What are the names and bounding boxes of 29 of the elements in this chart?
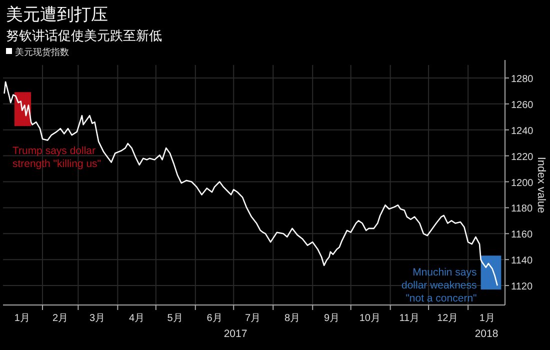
x-tick-label: 12月 bbox=[437, 313, 458, 324]
x-tick-label: 6月 bbox=[206, 313, 222, 324]
y-tick-label: 1260 bbox=[511, 100, 534, 111]
text: 2018 bbox=[474, 328, 498, 340]
x-tick-label: 4月 bbox=[129, 313, 145, 324]
x-tick-label: 8月 bbox=[284, 313, 300, 324]
x-tick-label: 7月 bbox=[244, 313, 261, 324]
x-tick-label: 1月 bbox=[479, 313, 495, 324]
y-tick-label: 1120 bbox=[511, 282, 533, 293]
y-tick-label: 1160 bbox=[511, 230, 533, 241]
y-tick-label: 1180 bbox=[511, 204, 533, 215]
y-tick-label: 1200 bbox=[511, 178, 534, 189]
y-tick-label: 1240 bbox=[511, 126, 534, 137]
y-axis-title: Index value bbox=[535, 156, 547, 214]
x-tick-label: 5月 bbox=[167, 313, 183, 324]
band-label: Trump says dollar strength "killing us" bbox=[12, 145, 102, 170]
x-tick-label: 9月 bbox=[324, 313, 340, 324]
text: 2017 bbox=[224, 328, 248, 340]
band-label: Mnuchin says dollar weakness "not a concern" bbox=[401, 266, 478, 305]
x-tick-label: 11月 bbox=[399, 313, 420, 324]
x-tick-label: 10月 bbox=[359, 313, 381, 324]
y-tick-label: 1280 bbox=[511, 74, 534, 85]
y-tick-label: 1220 bbox=[511, 152, 534, 163]
x-tick-label: 2月 bbox=[52, 313, 68, 324]
x-tick-label: 3月 bbox=[90, 313, 106, 324]
chart-title: 美元遭到打压 bbox=[6, 5, 108, 24]
chart-subtitle: 努钦讲话促使美元跌至新低 bbox=[6, 28, 162, 43]
x-tick-label: 1月 bbox=[14, 313, 30, 324]
y-tick-label: 1140 bbox=[511, 256, 533, 267]
